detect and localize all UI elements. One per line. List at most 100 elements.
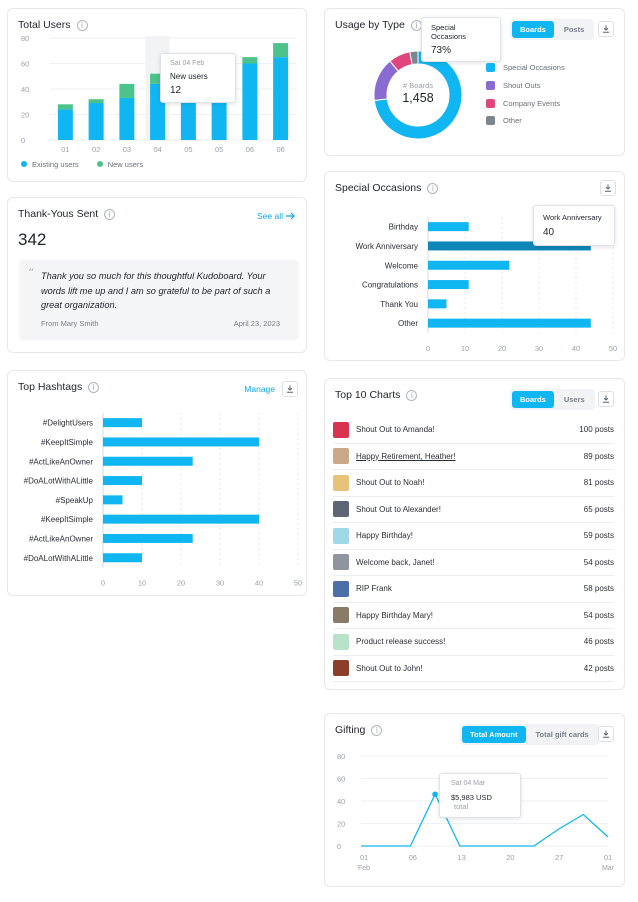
- post-count: 46 posts: [583, 637, 614, 647]
- toggle-total-amount[interactable]: Total Amount: [462, 726, 526, 743]
- toggle-posts[interactable]: Posts: [563, 25, 585, 34]
- hashtag-bar: [103, 476, 142, 486]
- board-thumbnail: [333, 660, 349, 677]
- usage-by-type-title: Usage by Type i: [335, 19, 422, 31]
- info-icon[interactable]: i: [88, 381, 100, 393]
- tooltip-label: New users: [170, 72, 208, 81]
- download-button[interactable]: [600, 180, 616, 196]
- special-occasions-card: Special Occasions i 0 10 20 30 40 50 Birthday W…: [324, 171, 625, 361]
- x-tick-label: 0: [426, 344, 430, 353]
- download-button[interactable]: [598, 21, 614, 37]
- x-tick-label: 06: [276, 145, 284, 154]
- list-item[interactable]: Shout Out to John! 42 posts: [333, 656, 614, 682]
- y-tick-label: 40: [21, 85, 29, 94]
- special-occasions-chart[interactable]: 0 10 20 30 40 50 Birthday Work Anniversary Welco…: [325, 200, 626, 360]
- top-hashtags-card: Top Hashtags i Manage 0 10 20 30 40 50 #Deligh…: [7, 370, 307, 596]
- download-button[interactable]: [598, 391, 614, 407]
- hashtag-bar: [103, 514, 259, 524]
- board-name[interactable]: Shout Out to John!: [356, 663, 423, 673]
- legend-other[interactable]: Other: [486, 116, 522, 125]
- post-count: 81 posts: [583, 478, 614, 488]
- info-icon[interactable]: i: [406, 389, 418, 401]
- post-count: 42 posts: [583, 663, 614, 673]
- hashtag-bar: [103, 418, 142, 428]
- donut-slice-special-occasions: [373, 50, 463, 140]
- legend-existing-users[interactable]: Existing users: [21, 160, 79, 169]
- occasion-bar: [428, 299, 447, 309]
- x-tick-label: 01: [604, 853, 612, 862]
- quote-text: Thank you so much for this thoughtful Ku…: [41, 271, 271, 310]
- info-icon[interactable]: i: [371, 724, 383, 736]
- list-item[interactable]: Welcome back, Janet! 54 posts: [333, 550, 614, 576]
- post-count: 65 posts: [583, 504, 614, 514]
- list-item[interactable]: Shout Out to Amanda! 100 posts: [333, 417, 614, 444]
- toggle-total-gift-cards[interactable]: Total gift cards: [535, 730, 589, 739]
- see-all-link[interactable]: See all: [257, 211, 296, 221]
- board-name[interactable]: Shout Out to Alexander!: [356, 504, 441, 514]
- list-item[interactable]: Shout Out to Alexander! 65 posts: [333, 497, 614, 523]
- toggle-boards[interactable]: Boards: [512, 391, 554, 408]
- occasion-bar: [428, 318, 591, 328]
- y-tick-label: 20: [337, 820, 345, 829]
- quote-box: “ Thank you so much for this thoughtful …: [19, 260, 299, 340]
- bar-new-users: [242, 57, 258, 64]
- post-count: 100 posts: [579, 425, 614, 435]
- board-name[interactable]: Product release success!: [356, 637, 446, 647]
- x-tick-label: 01: [61, 145, 69, 154]
- board-name[interactable]: Happy Retirement, Heather!: [356, 451, 456, 461]
- hashtag-label: #DoALotWithALittle: [24, 554, 94, 563]
- download-icon: [603, 25, 609, 33]
- legend-shout-outs[interactable]: Shout Outs: [486, 81, 541, 90]
- gifting-chart[interactable]: 0 20 40 60 80 01 Feb 06 13 20 27 01 Mar: [325, 746, 626, 886]
- occasion-label: Other: [398, 319, 418, 328]
- info-icon[interactable]: i: [427, 182, 439, 194]
- legend-special-occasions[interactable]: Special Occasions: [486, 63, 565, 72]
- list-item[interactable]: Shout Out to Noah! 81 posts: [333, 470, 614, 497]
- legend-company-events[interactable]: Company Events: [486, 99, 560, 108]
- gifting-title: Gifting i: [335, 724, 383, 736]
- list-item[interactable]: Happy Birthday! 59 posts: [333, 523, 614, 550]
- usage-donut-chart[interactable]: [368, 45, 468, 145]
- post-count: 59 posts: [583, 531, 614, 541]
- x-tick-label: 50: [609, 344, 617, 353]
- list-item[interactable]: Product release success! 46 posts: [333, 629, 614, 656]
- list-item[interactable]: Happy Retirement, Heather! 89 posts: [333, 444, 614, 470]
- board-name[interactable]: Shout Out to Noah!: [356, 478, 425, 488]
- quote-date: April 23, 2023: [233, 319, 280, 328]
- total-users-chart[interactable]: 0 20 40 60 80 01 02 03 04 05 05 06 06: [8, 27, 308, 177]
- download-button[interactable]: [282, 381, 298, 397]
- gifting-tooltip: Sat 04 Mar $5,983 USD total: [439, 773, 521, 818]
- legend-new-users[interactable]: New users: [96, 160, 143, 169]
- board-name[interactable]: Welcome back, Janet!: [356, 557, 435, 567]
- x-tick-label: 02: [92, 145, 100, 154]
- total-users-legend: Existing users New users: [21, 160, 143, 169]
- top-charts-toggle: Boards Users: [510, 389, 595, 410]
- x-tick-label: 30: [216, 578, 224, 587]
- download-button[interactable]: [598, 726, 614, 742]
- list-item[interactable]: RIP Frank 58 posts: [333, 576, 614, 603]
- toggle-users[interactable]: Users: [563, 395, 585, 404]
- info-icon[interactable]: i: [104, 208, 116, 220]
- board-name[interactable]: Happy Birthday!: [356, 531, 413, 541]
- post-count: 54 posts: [583, 610, 614, 620]
- top-hashtags-chart[interactable]: 0 10 20 30 40 50 #DelightUsers #KeepItSimple #Ac…: [8, 407, 308, 597]
- download-icon: [603, 730, 609, 738]
- x-tick-label: 03: [123, 145, 131, 154]
- hashtag-bar: [103, 456, 193, 466]
- board-name[interactable]: RIP Frank: [356, 584, 392, 594]
- usage-tooltip: Special Occasions 73%: [421, 17, 501, 62]
- x-tick-label: 06: [246, 145, 254, 154]
- y-tick-label: 80: [21, 34, 29, 43]
- toggle-boards[interactable]: Boards: [512, 21, 554, 38]
- list-item[interactable]: Happy Birthday Mary! 54 posts: [333, 603, 614, 629]
- manage-link[interactable]: Manage: [244, 384, 275, 394]
- x-tick-label: 40: [255, 578, 263, 587]
- board-name[interactable]: Shout Out to Amanda!: [356, 425, 435, 435]
- special-occasions-title: Special Occasions i: [335, 182, 439, 194]
- info-icon[interactable]: i: [76, 19, 88, 31]
- download-icon: [605, 184, 611, 192]
- board-thumbnail: [333, 448, 349, 465]
- board-name[interactable]: Happy Birthday Mary!: [356, 610, 433, 620]
- x-tick-label: 50: [294, 578, 302, 587]
- top-charts-title: Top 10 Charts i: [335, 389, 418, 401]
